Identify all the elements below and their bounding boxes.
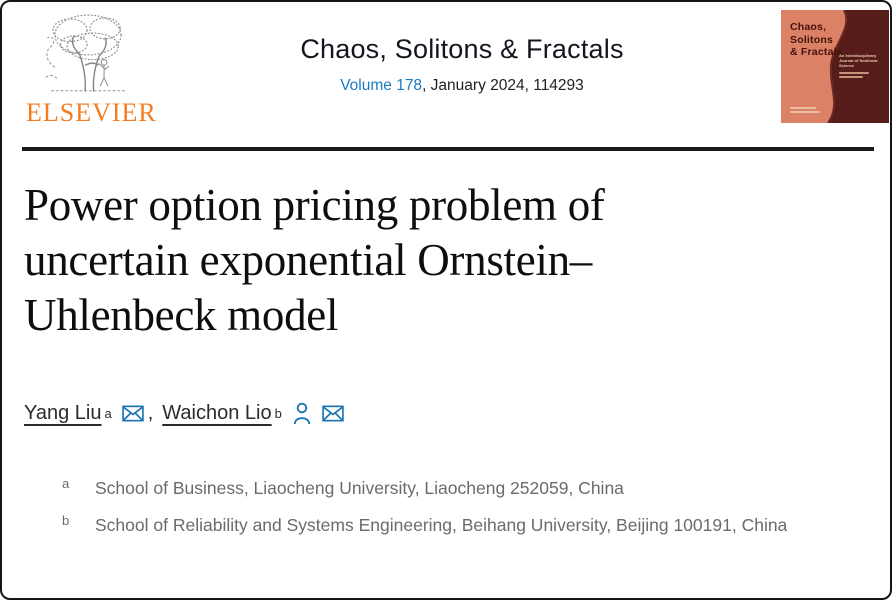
affiliation-sup: a (62, 476, 70, 491)
journal-cover-image[interactable]: Chaos, Solitons & Fractals An Interdisci… (781, 10, 889, 123)
article-title: Power option pricing problem of uncertai… (24, 178, 864, 343)
article-title-line: Uhlenbeck model (24, 290, 339, 340)
affiliation-sup: b (62, 513, 70, 528)
author-link-waichon-lio[interactable]: Waichon Lio (162, 402, 272, 424)
affiliation-row: a School of Business, Liaocheng Universi… (62, 470, 822, 507)
cover-fine-print (839, 76, 863, 78)
affiliation-text: School of Business, Liaocheng University… (95, 478, 624, 498)
journal-header: Chaos, Solitons & Fractals Volume 178, J… (202, 34, 722, 95)
affiliation-row: b School of Reliability and Systems Engi… (62, 507, 822, 544)
affiliation-list: a School of Business, Liaocheng Universi… (62, 470, 822, 544)
cover-journal-title: Chaos, Solitons & Fractals (790, 21, 843, 58)
volume-line: Volume 178, January 2024, 114293 (202, 77, 722, 95)
envelope-icon[interactable] (322, 405, 344, 422)
author-list: Yang Liu a , Waichon Lio b (24, 402, 344, 425)
cover-fine-print (790, 107, 816, 109)
article-title-line: uncertain exponential Ornstein– (24, 235, 593, 285)
article-title-line: Power option pricing problem of (24, 180, 605, 230)
cover-fine-print (839, 72, 869, 74)
affiliation-text: School of Reliability and Systems Engine… (95, 515, 788, 535)
issue-info: , January 2024, 114293 (422, 77, 584, 94)
author-separator: , (147, 402, 154, 424)
author-affil-sup: a (104, 406, 112, 421)
journal-title: Chaos, Solitons & Fractals (300, 34, 624, 64)
author-link-yang-liu[interactable]: Yang Liu (24, 402, 102, 424)
cover-subtitle: An Interdisciplinary Journal of Nonlinea… (839, 53, 878, 68)
elsevier-logo: ELSEVIER (26, 8, 166, 128)
header-divider (22, 147, 874, 151)
volume-link[interactable]: Volume 178 (340, 77, 423, 94)
person-icon[interactable] (292, 402, 312, 425)
elsevier-wordmark: ELSEVIER (26, 98, 157, 127)
author-affil-sup: b (274, 406, 282, 421)
elsevier-tree-icon (45, 14, 125, 92)
cover-art (827, 10, 889, 123)
cover-fine-print (790, 111, 820, 113)
envelope-icon[interactable] (121, 405, 144, 422)
